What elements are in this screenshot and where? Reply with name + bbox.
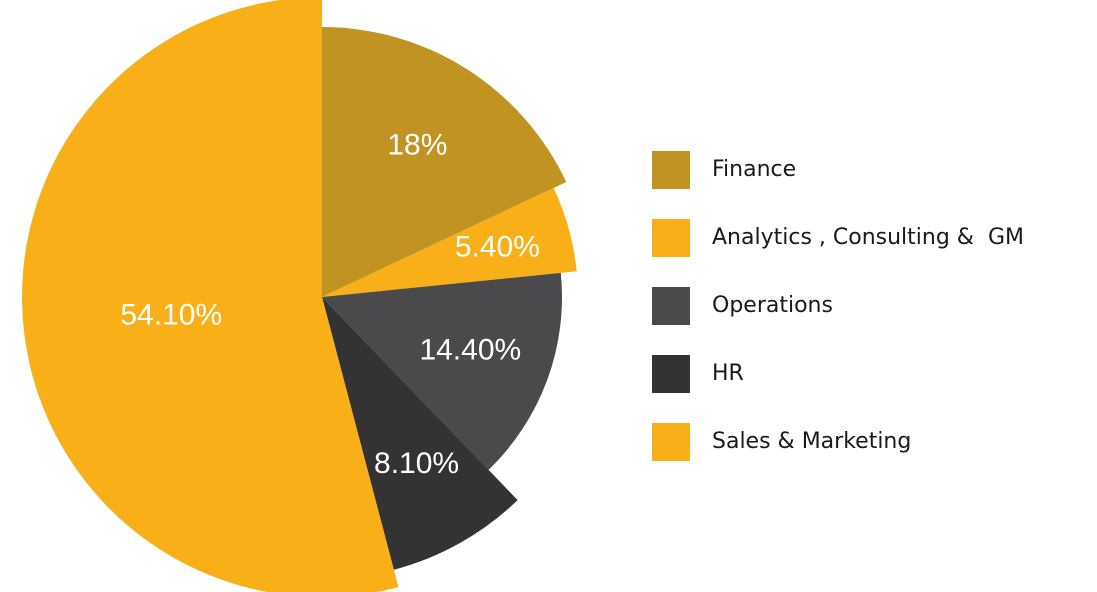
legend-swatch xyxy=(652,151,690,189)
slice-label: 14.40% xyxy=(419,333,521,366)
pie-slice xyxy=(322,272,562,470)
legend-label: Sales & Marketing xyxy=(712,429,911,454)
legend-label: Finance xyxy=(712,157,796,182)
slice-label: 54.10% xyxy=(120,298,222,331)
legend-swatch xyxy=(652,423,690,461)
legend-label: Analytics , Consulting & GM xyxy=(712,225,1024,250)
pie-slice xyxy=(322,297,518,570)
pie-slice xyxy=(22,0,399,592)
pie-slice xyxy=(322,27,567,297)
slice-label: 8.10% xyxy=(374,447,459,480)
slice-label: 18% xyxy=(387,129,447,162)
legend-swatch xyxy=(652,219,690,257)
legend-label: HR xyxy=(712,361,744,386)
pie-slice xyxy=(322,188,577,297)
slice-label: 5.40% xyxy=(455,230,540,263)
legend-swatch xyxy=(652,287,690,325)
legend-label: Operations xyxy=(712,293,833,318)
legend-swatch xyxy=(652,355,690,393)
